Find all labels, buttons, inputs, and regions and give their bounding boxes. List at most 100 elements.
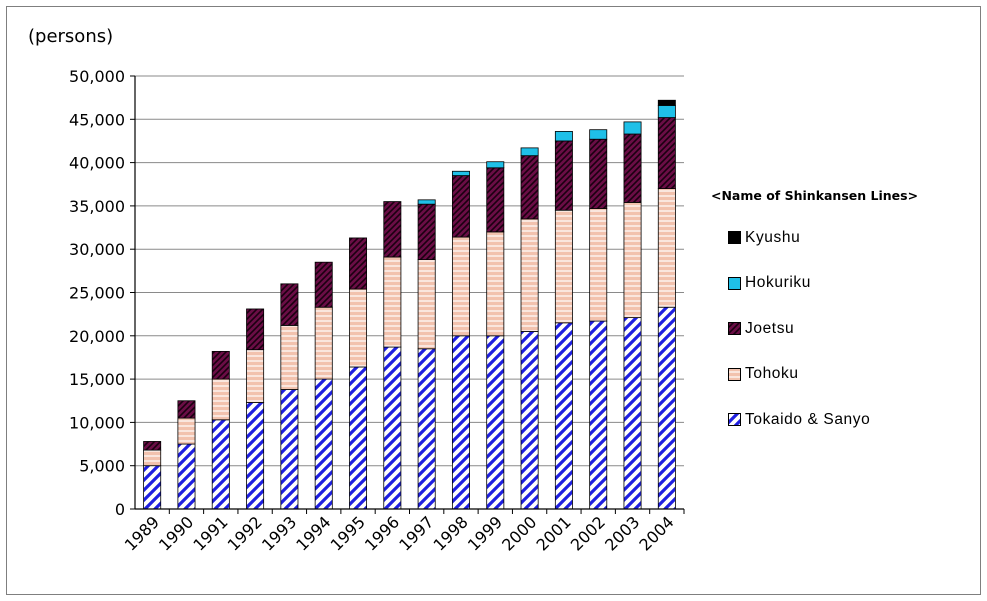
x-tick-label: 2000: [498, 512, 540, 554]
x-tick-label: 1991: [189, 512, 231, 554]
bar-segment-tohoku-2003: [623, 202, 642, 319]
bar-segment-joetsu-1989: [143, 441, 162, 451]
bar-segment-joetsu-2004: [657, 117, 676, 189]
x-tick-label: 2002: [567, 512, 609, 554]
legend-item-tokaido-sanyo: Tokaido & Sanyo: [728, 397, 987, 443]
x-tick-label: 2004: [635, 512, 677, 554]
bar-segment-tokaido-sanyo-1989: [143, 465, 162, 510]
legend-swatch: [728, 276, 741, 290]
bar-segment-tokaido-sanyo-1991: [211, 419, 230, 510]
bar-segment-tokaido-sanyo-1990: [177, 443, 196, 510]
y-tick-label: 15,000: [69, 370, 125, 389]
legend-item-kyushu: Kyushu: [728, 215, 987, 261]
bar-segment-tokaido-sanyo-2001: [554, 322, 573, 510]
bar-segment-tohoku-2004: [657, 188, 676, 308]
bar-segment-tohoku-2002: [589, 208, 608, 322]
bar-segment-tokaido-sanyo-2003: [623, 317, 642, 510]
bar-segment-joetsu-2002: [589, 138, 608, 209]
bar-segment-tohoku-1998: [451, 236, 470, 337]
bar-segment-tokaido-sanyo-1995: [349, 366, 368, 510]
x-tick-label: 2003: [601, 512, 643, 554]
legend-label: Kyushu: [745, 228, 801, 246]
y-tick-label: 30,000: [69, 240, 125, 259]
bar-segment-joetsu-1990: [177, 400, 196, 419]
x-tick-label: 1990: [155, 512, 197, 554]
legend-item-joetsu: Joetsu: [728, 306, 987, 352]
bar-segment-joetsu-1996: [383, 201, 402, 258]
legend-title: <Name of Shinkansen Lines>: [711, 188, 919, 203]
y-tick-label: 10,000: [69, 413, 125, 432]
bar-segment-tokaido-sanyo-2004: [657, 306, 676, 510]
x-tick-label: 1995: [327, 512, 369, 554]
bar-segment-tohoku-2000: [520, 218, 539, 332]
x-tick-label: 1994: [292, 512, 334, 554]
bar-segment-tohoku-1992: [246, 349, 265, 403]
bar-segment-joetsu-1999: [486, 167, 505, 233]
bar-segment-joetsu-1998: [451, 175, 470, 238]
x-axis-tick-labels: 1989199019911992199319941995199619971998…: [121, 512, 678, 554]
y-tick-label: 5,000: [79, 457, 125, 476]
bar-segment-tokaido-sanyo-1992: [246, 402, 265, 510]
unit-label: (persons): [28, 26, 113, 47]
bar-segment-tohoku-2001: [554, 209, 573, 324]
bar-segment-tokaido-sanyo-2000: [520, 331, 539, 510]
bar-segment-tokaido-sanyo-2002: [589, 320, 608, 510]
legend-swatch: [728, 322, 741, 336]
x-tick-label: 1993: [258, 512, 300, 554]
y-tick-label: 50,000: [69, 67, 125, 86]
legend-label: Tohoku: [745, 365, 799, 383]
bar-segment-tohoku-1990: [177, 417, 196, 445]
bar-segment-hokuriku-2001: [554, 131, 573, 142]
legend: <Name of Shinkansen Lines> Kyushu Hokurik…: [711, 188, 987, 443]
chart-frame: (persons) 0 5,000 10,000 15,000 20,000 25,000…: [6, 6, 981, 595]
bar-segment-hokuriku-1997: [417, 199, 436, 205]
bar-segment-tohoku-1997: [417, 259, 436, 350]
x-tick-label: 1992: [224, 512, 266, 554]
bar-segment-hokuriku-2003: [623, 121, 642, 135]
bar-segment-joetsu-1991: [211, 350, 230, 380]
bar-segment-joetsu-1994: [314, 261, 333, 308]
bar-segment-hokuriku-2004: [657, 105, 676, 118]
bar-segment-hokuriku-1998: [451, 170, 470, 176]
legend-swatch: [728, 367, 741, 381]
bar-segment-joetsu-1993: [280, 283, 299, 326]
bar-segment-hokuriku-2002: [589, 129, 608, 140]
bar-segment-joetsu-1997: [417, 203, 436, 260]
bar-segment-tokaido-sanyo-1993: [280, 389, 299, 510]
bar-segment-hokuriku-1999: [486, 161, 505, 169]
x-tick-label: 1996: [361, 512, 403, 554]
bar-segment-tohoku-1995: [349, 288, 368, 368]
bar-segment-tohoku-1994: [314, 306, 333, 380]
bar-segment-tokaido-sanyo-1998: [451, 335, 470, 510]
y-tick-label: 25,000: [69, 284, 125, 303]
bar-segment-tohoku-1999: [486, 231, 505, 337]
bar-segment-joetsu-2001: [554, 140, 573, 211]
bar-segment-tohoku-1989: [143, 449, 162, 467]
legend-swatch: [728, 231, 741, 245]
y-tick-label: 20,000: [69, 327, 125, 346]
bar-segment-tokaido-sanyo-1994: [314, 378, 333, 510]
bar-segment-tokaido-sanyo-1999: [486, 335, 505, 510]
x-tick-label: 1998: [430, 512, 472, 554]
bar-segment-tokaido-sanyo-1996: [383, 346, 402, 510]
x-tick-label: 1999: [464, 512, 506, 554]
bars: [143, 99, 676, 510]
axes: [134, 76, 685, 514]
bar-segment-tohoku-1991: [211, 378, 230, 421]
y-tick-label: 0: [115, 500, 125, 519]
legend-label: Joetsu: [745, 319, 795, 337]
legend-label: Hokuriku: [745, 274, 811, 292]
y-axis-tick-labels: 0 5,000 10,000 15,000 20,000 25,000 30,000 35,0…: [69, 67, 125, 519]
bar-segment-joetsu-2003: [623, 133, 642, 203]
bar-segment-tohoku-1993: [280, 325, 299, 390]
legend-item-hokuriku: Hokuriku: [728, 261, 987, 307]
legend-item-tohoku: Tohoku: [728, 352, 987, 398]
bar-segment-tokaido-sanyo-1997: [417, 348, 436, 510]
legend-swatch: [728, 413, 741, 427]
bar-segment-joetsu-2000: [520, 155, 539, 220]
bar-segment-tohoku-1996: [383, 256, 402, 348]
y-tick-label: 45,000: [69, 110, 125, 129]
legend-items: Kyushu Hokuriku Joetsu Tohoku Tokaido & Sany…: [711, 215, 987, 443]
x-tick-label: 1997: [395, 512, 437, 554]
legend-label: Tokaido & Sanyo: [745, 410, 871, 428]
